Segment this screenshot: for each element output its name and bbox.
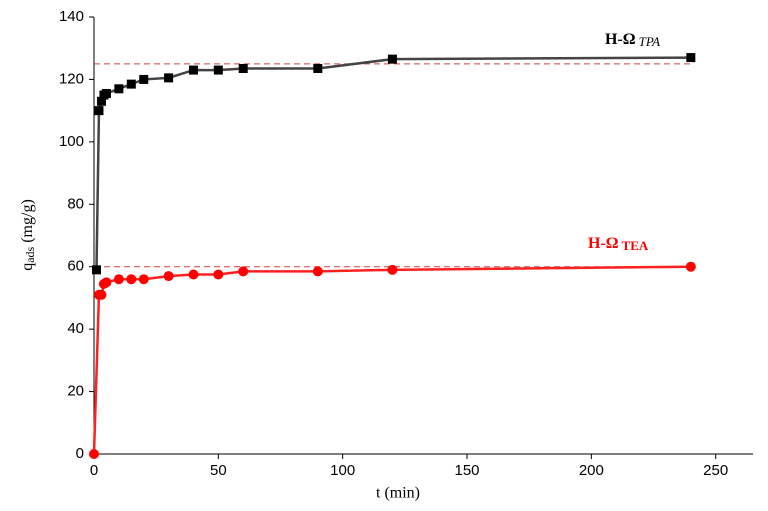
x-tick-label: 100 <box>330 462 355 479</box>
y-tick-label: 60 <box>67 258 84 275</box>
series-label-sub: TPA <box>639 34 660 49</box>
marker <box>188 269 199 280</box>
y-tick-label: 80 <box>67 195 84 212</box>
marker <box>89 449 99 459</box>
marker <box>312 266 323 277</box>
marker <box>101 277 112 288</box>
series-label-main: H-Ω <box>588 235 619 252</box>
marker <box>139 74 149 84</box>
marker <box>164 73 174 83</box>
marker <box>101 88 111 98</box>
marker <box>113 274 124 285</box>
series-line <box>92 265 691 455</box>
x-tick-label: 150 <box>455 462 480 479</box>
y-tick-label: 120 <box>59 70 84 87</box>
marker <box>91 265 101 275</box>
y-axis-label: qads (mg/g) <box>19 199 37 271</box>
marker <box>163 271 174 282</box>
marker <box>96 289 107 300</box>
x-axis-label: t (min) <box>376 485 420 502</box>
y-tick-label: 0 <box>76 445 84 462</box>
x-tick-label: 200 <box>579 462 604 479</box>
y-label-sub: ads <box>23 246 37 262</box>
y-tick-label: 20 <box>67 383 84 400</box>
marker <box>686 53 696 63</box>
marker <box>94 106 104 116</box>
marker <box>96 96 106 106</box>
series-label: H-Ω TPA <box>605 31 660 49</box>
series-label-main: H-Ω <box>605 31 636 48</box>
marker <box>126 274 137 285</box>
y-label-unit: (mg/g) <box>19 199 36 243</box>
marker <box>126 79 136 89</box>
marker <box>238 64 248 74</box>
y-tick-label: 100 <box>59 133 84 150</box>
marker <box>238 266 249 277</box>
x-tick-label: 0 <box>90 462 98 479</box>
marker <box>387 54 397 64</box>
marker <box>138 274 149 285</box>
marker <box>387 264 398 275</box>
marker <box>213 65 223 75</box>
marker <box>188 65 198 75</box>
marker <box>114 84 124 94</box>
y-tick-label: 140 <box>59 8 84 25</box>
x-tick-label: 250 <box>703 462 728 479</box>
y-tick-label: 40 <box>67 320 84 337</box>
marker <box>313 64 323 74</box>
y-label-main: q <box>19 263 36 271</box>
x-tick-label: 50 <box>210 462 227 479</box>
marker <box>213 269 224 280</box>
series-label: H-Ω TEA <box>588 235 649 253</box>
series-label-sub: TEA <box>622 238 649 253</box>
marker <box>685 261 696 272</box>
